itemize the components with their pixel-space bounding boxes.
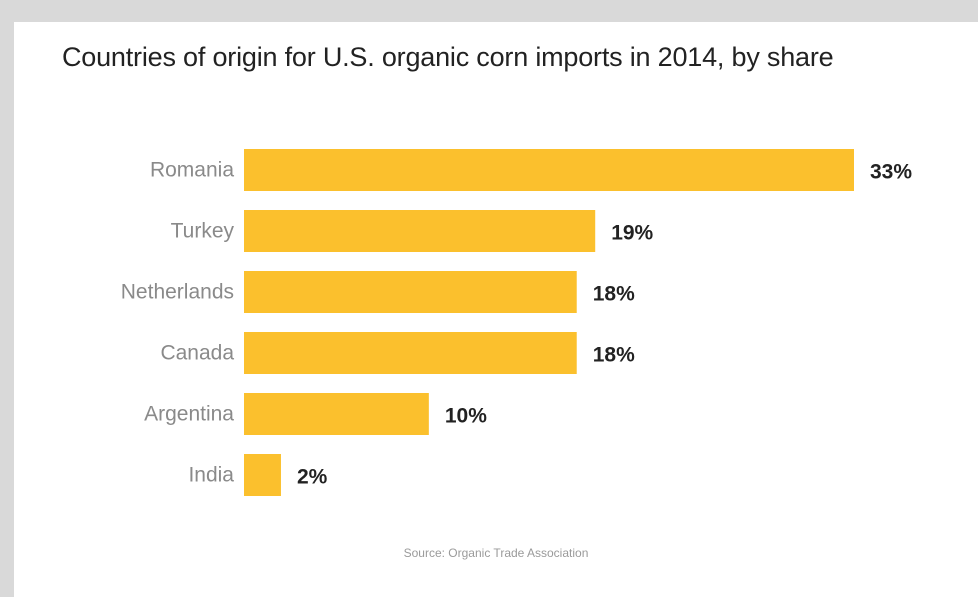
bar — [244, 210, 596, 252]
value-label: 18% — [593, 283, 635, 306]
category-label: India — [188, 464, 234, 487]
value-label: 10% — [445, 405, 487, 428]
bar-chart: Romania 33% Turkey 19% Netherlands 18% Canada 1… — [121, 149, 912, 496]
bar — [244, 271, 577, 313]
bar — [244, 393, 429, 435]
chart-card: Countries of origin for U.S. organic cor… — [14, 22, 978, 597]
value-label: 18% — [593, 344, 635, 367]
category-label: Netherlands — [121, 281, 234, 304]
bar — [244, 454, 281, 496]
bar — [244, 149, 854, 191]
value-label: 33% — [870, 161, 912, 184]
chart-title: Countries of origin for U.S. organic cor… — [62, 42, 834, 72]
category-label: Argentina — [144, 403, 234, 426]
bar — [244, 332, 577, 374]
source-note: Source: Organic Trade Association — [403, 546, 589, 560]
value-label: 2% — [297, 466, 328, 489]
value-label: 19% — [611, 222, 653, 245]
category-label: Turkey — [171, 220, 235, 243]
category-label: Romania — [150, 159, 234, 182]
category-label: Canada — [160, 342, 234, 365]
